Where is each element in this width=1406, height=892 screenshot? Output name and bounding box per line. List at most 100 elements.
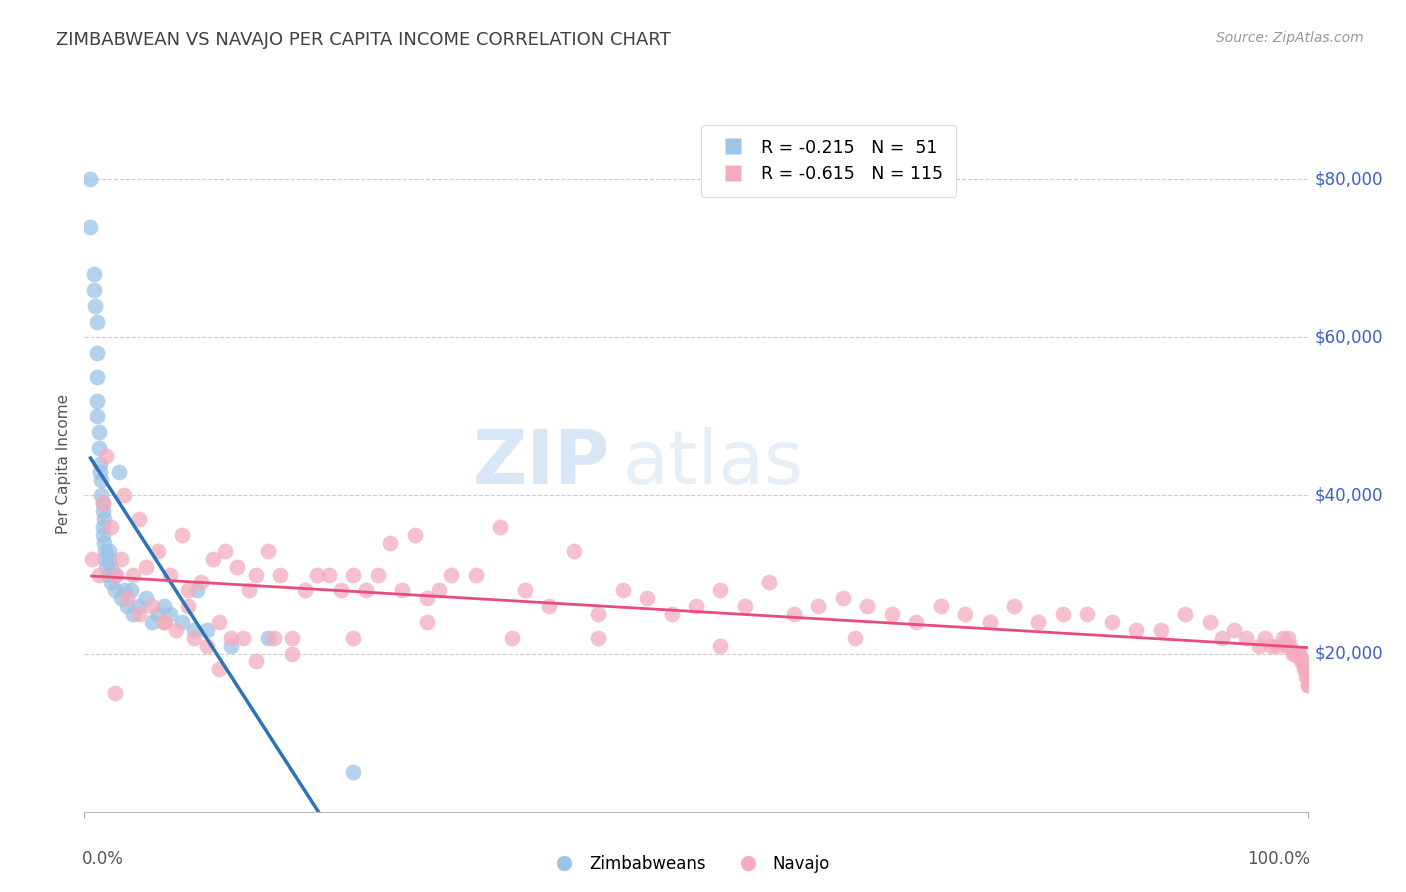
- Point: [100, 575, 122, 590]
- Point: [165, 623, 187, 637]
- Text: $20,000: $20,000: [1315, 645, 1384, 663]
- Point: [122, 607, 145, 621]
- Point: [404, 528, 426, 542]
- Point: [562, 544, 585, 558]
- Point: [146, 544, 169, 558]
- Point: [86, 314, 108, 328]
- Point: [380, 536, 402, 550]
- Point: [115, 591, 138, 606]
- Point: [89, 465, 111, 479]
- Text: ZIMBABWEAN VS NAVAJO PER CAPITA INCOME CORRELATION CHART: ZIMBABWEAN VS NAVAJO PER CAPITA INCOME C…: [56, 31, 671, 49]
- Point: [93, 536, 115, 550]
- Text: $80,000: $80,000: [1315, 170, 1384, 188]
- Point: [661, 607, 683, 621]
- Point: [128, 512, 150, 526]
- Point: [1211, 631, 1233, 645]
- Point: [86, 370, 108, 384]
- Text: 0.0%: 0.0%: [82, 850, 124, 868]
- Point: [342, 765, 364, 780]
- Point: [1223, 623, 1246, 637]
- Point: [880, 607, 903, 621]
- Point: [100, 559, 122, 574]
- Point: [1296, 670, 1319, 684]
- Point: [183, 631, 205, 645]
- Point: [1260, 639, 1282, 653]
- Point: [80, 551, 103, 566]
- Point: [190, 575, 212, 590]
- Text: atlas: atlas: [623, 427, 804, 500]
- Point: [122, 567, 145, 582]
- Point: [1028, 615, 1050, 629]
- Point: [128, 599, 150, 614]
- Point: [464, 567, 486, 582]
- Point: [1272, 631, 1295, 645]
- Point: [153, 615, 176, 629]
- Point: [90, 488, 112, 502]
- Point: [856, 599, 879, 614]
- Point: [1274, 639, 1296, 653]
- Point: [87, 567, 110, 582]
- Point: [226, 559, 249, 574]
- Point: [330, 583, 353, 598]
- Text: 100.0%: 100.0%: [1247, 850, 1310, 868]
- Point: [953, 607, 976, 621]
- Point: [107, 465, 129, 479]
- Point: [93, 512, 115, 526]
- Point: [91, 528, 114, 542]
- Point: [97, 567, 120, 582]
- Point: [219, 639, 242, 653]
- Point: [97, 551, 120, 566]
- Point: [1101, 615, 1123, 629]
- Point: [1289, 647, 1312, 661]
- Point: [153, 599, 176, 614]
- Point: [1125, 623, 1147, 637]
- Point: [208, 662, 231, 676]
- Point: [1174, 607, 1197, 621]
- Point: [84, 299, 107, 313]
- Text: $40,000: $40,000: [1315, 486, 1384, 505]
- Point: [238, 583, 260, 598]
- Point: [172, 615, 194, 629]
- Point: [208, 615, 231, 629]
- Point: [1296, 678, 1319, 692]
- Point: [1198, 615, 1220, 629]
- Point: [844, 631, 866, 645]
- Point: [128, 607, 150, 621]
- Point: [91, 496, 114, 510]
- Point: [294, 583, 316, 598]
- Point: [1247, 639, 1270, 653]
- Point: [183, 623, 205, 637]
- Point: [612, 583, 634, 598]
- Point: [219, 631, 242, 645]
- Point: [831, 591, 853, 606]
- Point: [1282, 647, 1305, 661]
- Point: [427, 583, 450, 598]
- Point: [91, 496, 114, 510]
- Point: [245, 655, 267, 669]
- Point: [146, 607, 169, 621]
- Point: [195, 623, 218, 637]
- Point: [96, 449, 118, 463]
- Point: [79, 219, 101, 234]
- Point: [89, 457, 111, 471]
- Point: [172, 528, 194, 542]
- Point: [83, 267, 105, 281]
- Point: [734, 599, 756, 614]
- Point: [79, 172, 101, 186]
- Point: [1265, 639, 1288, 653]
- Point: [97, 544, 120, 558]
- Point: [201, 551, 224, 566]
- Point: [112, 583, 135, 598]
- Point: [391, 583, 413, 598]
- Point: [342, 567, 364, 582]
- Point: [86, 346, 108, 360]
- Point: [416, 615, 439, 629]
- Point: [709, 639, 731, 653]
- Point: [159, 567, 181, 582]
- Point: [501, 631, 523, 645]
- Y-axis label: Per Capita Income: Per Capita Income: [56, 393, 72, 534]
- Point: [1254, 631, 1277, 645]
- Point: [257, 631, 280, 645]
- Point: [1292, 662, 1315, 676]
- Point: [94, 551, 117, 566]
